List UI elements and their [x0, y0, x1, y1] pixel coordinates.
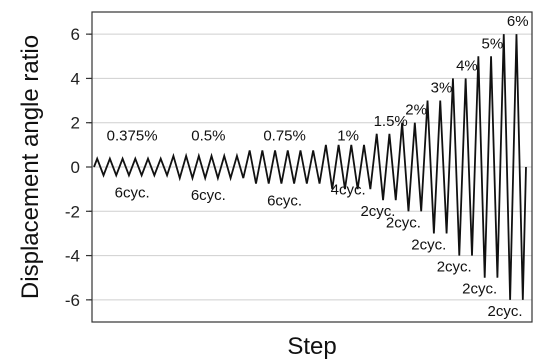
cycles-label: 6cyc.	[115, 184, 150, 201]
x-axis-title: Step	[287, 333, 336, 360]
grid-lines	[92, 33, 532, 301]
amplitude-label: 2%	[405, 102, 427, 119]
series-line	[93, 34, 527, 300]
y-axis-ticks: 6 4 2 0 -2 -4 -6	[65, 25, 92, 310]
cycles-label: 6cyc.	[267, 193, 302, 210]
amplitude-label: 0.5%	[191, 127, 225, 144]
amplitude-label: 5%	[481, 35, 503, 52]
y-tick-label: -6	[65, 291, 80, 310]
y-tick-label: 0	[71, 158, 80, 177]
y-tick-label: 2	[71, 114, 80, 133]
y-tick-label: 4	[71, 69, 80, 88]
series-layer	[93, 34, 527, 300]
cycles-label: 2cyc.	[462, 281, 497, 298]
amplitude-label: 4%	[456, 57, 478, 74]
cycles-label: 6cyc.	[191, 187, 226, 204]
y-tick-label: 6	[71, 25, 80, 44]
amplitude-label: 1.5%	[374, 113, 408, 130]
annotation-layer: 0.375% 6cyc. 0.5% 6cyc. 0.75% 6cyc. 1% 4cyc. 1.5…	[107, 13, 529, 320]
y-tick-label: -4	[65, 247, 80, 266]
amplitude-label: 1%	[337, 127, 359, 144]
y-tick-label: -2	[65, 202, 80, 221]
amplitude-label: 0.375%	[107, 127, 158, 144]
amplitude-label: 0.75%	[263, 127, 306, 144]
amplitude-label: 3%	[431, 80, 453, 97]
cycles-label: 2cyc.	[386, 214, 421, 231]
cycles-label: 2cyc.	[437, 259, 472, 276]
cycles-label: 2cyc.	[360, 203, 395, 220]
cycles-label: 4cyc.	[331, 182, 366, 199]
amplitude-label: 6%	[507, 13, 529, 30]
cycles-label: 2cyc.	[488, 303, 523, 320]
cycles-label: 2cyc.	[411, 236, 446, 253]
y-axis-title: Displacement angle ratio	[17, 35, 44, 299]
